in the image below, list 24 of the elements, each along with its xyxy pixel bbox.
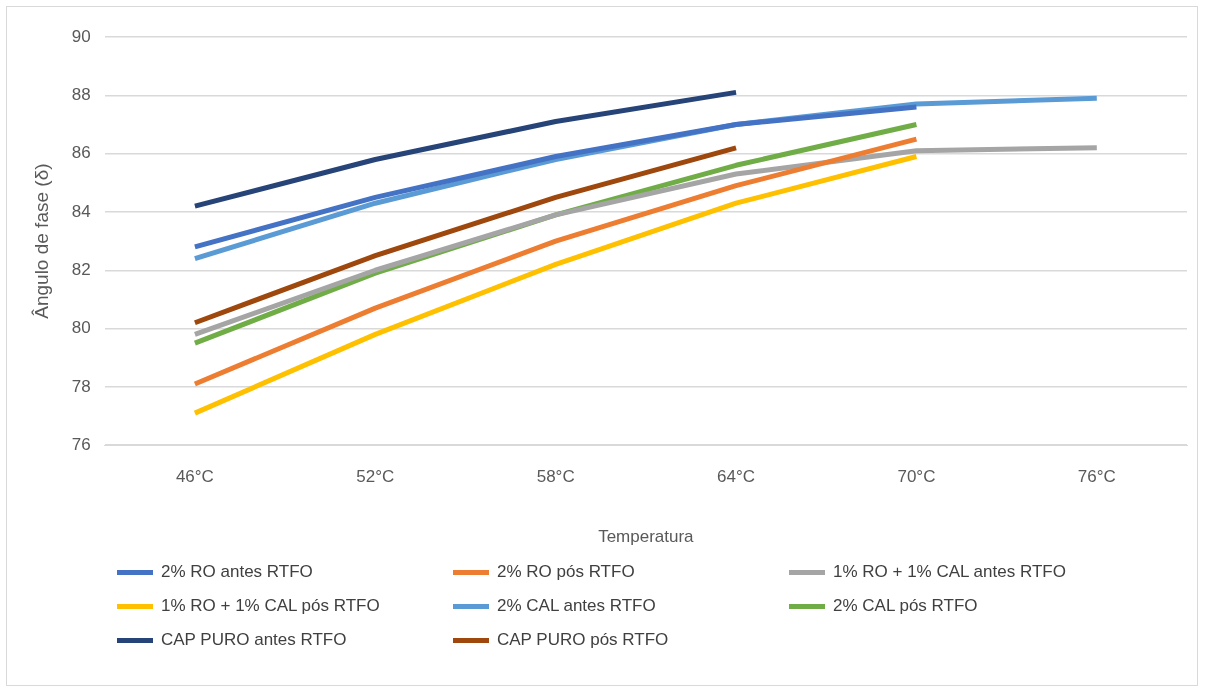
x-tick-label: 52°C — [356, 467, 395, 487]
y-tick-label: 76 — [71, 434, 91, 454]
y-tick-label: 86 — [71, 143, 91, 163]
legend-label: 2% CAL pós RTFO — [833, 596, 978, 616]
y-axis-title: Ângulo de fase (δ) — [30, 163, 52, 319]
legend-label: 2% RO antes RTFO — [161, 562, 313, 582]
legend-label: 2% RO pós RTFO — [497, 562, 635, 582]
legend-label: 1% RO + 1% CAL antes RTFO — [833, 562, 1066, 582]
y-tick-label: 84 — [71, 201, 91, 221]
y-tick-label: 78 — [71, 376, 91, 396]
x-tick-label: 64°C — [717, 467, 756, 487]
x-tick-label: 70°C — [897, 467, 936, 487]
y-tick-label: 80 — [71, 318, 91, 338]
y-tick-label: 88 — [71, 85, 91, 104]
legend-label: 1% RO + 1% CAL pós RTFO — [161, 596, 380, 616]
legend-label: 2% CAL antes RTFO — [497, 596, 656, 616]
legend-label: CAP PURO pós RTFO — [497, 630, 669, 650]
x-tick-label: 76°C — [1077, 467, 1116, 487]
legend-label: CAP PURO antes RTFO — [161, 630, 347, 650]
y-tick-label: 82 — [71, 259, 91, 279]
y-tick-label: 90 — [71, 26, 91, 46]
x-axis-title: Temperatura — [598, 527, 695, 547]
x-tick-label: 46°C — [175, 467, 214, 487]
x-tick-label: 58°C — [536, 467, 575, 487]
